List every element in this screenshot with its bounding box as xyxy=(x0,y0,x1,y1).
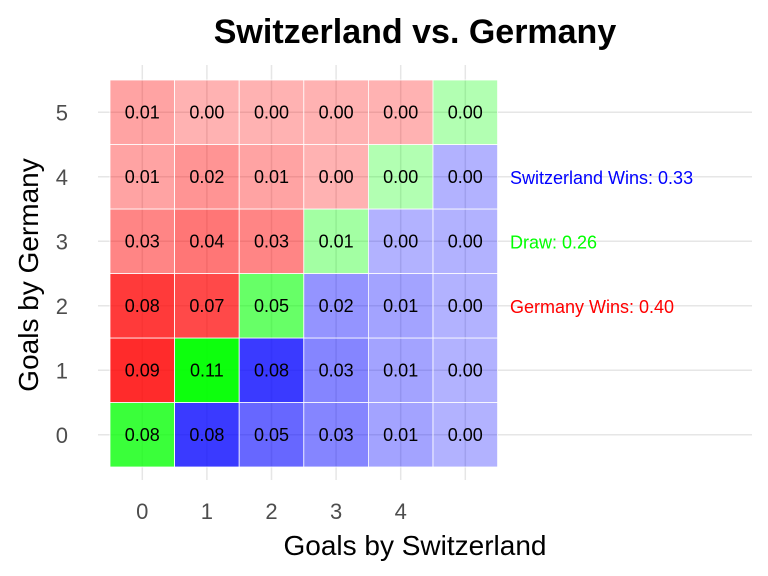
heatmap-cell xyxy=(432,402,498,468)
cell-value-label: 0.03 xyxy=(319,360,354,380)
heatmap-cell xyxy=(238,144,305,210)
cell-value-label: 0.00 xyxy=(383,102,418,122)
cell-value-label: 0.03 xyxy=(254,231,289,251)
heatmap-cells xyxy=(109,79,498,468)
cell-value-label: 0.09 xyxy=(125,360,160,380)
cell-value-label: 0.11 xyxy=(190,360,224,380)
x-tick-label: 4 xyxy=(395,499,407,524)
cell-value-label: 0.00 xyxy=(319,167,354,187)
cell-value-label: 0.08 xyxy=(125,296,160,316)
heatmap-cell xyxy=(367,208,434,274)
cell-value-label: 0.00 xyxy=(448,102,483,122)
cell-value-label: 0.03 xyxy=(319,425,354,445)
x-tick-label: 1 xyxy=(201,499,213,524)
heatmap-cell xyxy=(238,273,305,339)
heatmap-cell xyxy=(303,273,369,339)
y-tick-label: 5 xyxy=(56,100,68,125)
cell-value-label: 0.00 xyxy=(189,102,224,122)
x-tick-label: 2 xyxy=(265,499,277,524)
cell-value-label: 0.02 xyxy=(319,296,354,316)
heatmap-cell xyxy=(367,79,434,145)
heatmap-cell xyxy=(174,273,240,339)
cell-value-label: 0.00 xyxy=(448,167,483,187)
cell-value-label: 0.08 xyxy=(189,425,224,445)
chart-title: Switzerland vs. Germany xyxy=(214,13,617,51)
heatmap-cell xyxy=(432,273,498,339)
heatmap-cell xyxy=(303,208,369,274)
cell-value-label: 0.01 xyxy=(125,102,160,122)
heatmap-cell xyxy=(174,79,240,145)
cell-value-label: 0.00 xyxy=(319,102,354,122)
cell-value-label: 0.08 xyxy=(125,425,160,445)
heatmap-cell xyxy=(432,337,498,403)
y-tick-label: 3 xyxy=(56,229,68,254)
outcome-annotations: Switzerland Wins: 0.33 Draw: 0.26 Germany … xyxy=(510,168,693,317)
heatmap-cell xyxy=(367,402,434,468)
heatmap-cell xyxy=(109,337,175,403)
heatmap-cell xyxy=(238,208,305,274)
cell-value-label: 0.01 xyxy=(383,296,418,316)
cell-value-label: 0.01 xyxy=(254,167,289,187)
x-axis-title: Goals by Switzerland xyxy=(283,530,546,561)
cell-value-label: 0.00 xyxy=(448,296,483,316)
heatmap-cell xyxy=(109,273,175,339)
cell-value-label: 0.01 xyxy=(383,425,418,445)
outcome-annotation: Switzerland Wins: 0.33 xyxy=(510,168,693,188)
heatmap-cell xyxy=(109,402,175,468)
cell-value-label: 0.00 xyxy=(448,360,483,380)
heatmap-cell xyxy=(174,144,240,210)
cell-value-label: 0.03 xyxy=(125,231,160,251)
cell-value-label: 0.02 xyxy=(189,167,224,187)
cell-value-label: 0.05 xyxy=(254,296,289,316)
y-tick-label: 0 xyxy=(56,423,68,448)
cell-value-label: 0.08 xyxy=(254,360,289,380)
cell-value-label: 0.00 xyxy=(448,231,483,251)
cell-value-label: 0.04 xyxy=(189,231,224,251)
heatmap-cell xyxy=(367,144,434,210)
heatmap-cell xyxy=(367,337,434,403)
x-axis-ticks: 0 1 2 3 4 xyxy=(136,499,407,524)
heatmap-cell xyxy=(432,79,498,145)
heatmap-cell xyxy=(174,208,240,274)
y-tick-label: 1 xyxy=(56,358,68,383)
y-axis-ticks: 0 1 2 3 4 5 xyxy=(56,100,68,448)
cell-labels: 0.08 0.08 0.05 0.03 0.01 0.00 0.09 0.11 0.08 0.03… xyxy=(125,102,483,445)
cell-value-label: 0.00 xyxy=(448,425,483,445)
cell-value-label: 0.01 xyxy=(125,167,160,187)
cell-value-label: 0.00 xyxy=(383,167,418,187)
x-tick-label: 0 xyxy=(136,499,148,524)
heatmap-cell xyxy=(109,79,175,145)
x-tick-label: 3 xyxy=(330,499,342,524)
y-tick-label: 2 xyxy=(56,294,68,319)
cell-value-label: 0.07 xyxy=(189,296,224,316)
cell-value-label: 0.05 xyxy=(254,425,289,445)
outcome-annotation: Draw: 0.26 xyxy=(510,232,597,252)
heatmap-cell xyxy=(303,337,369,403)
heatmap-cell xyxy=(238,79,305,145)
cell-value-label: 0.00 xyxy=(383,231,418,251)
cell-value-label: 0.00 xyxy=(254,102,289,122)
cell-value-label: 0.01 xyxy=(383,360,418,380)
outcome-annotation: Germany Wins: 0.40 xyxy=(510,297,674,317)
cell-value-label: 0.01 xyxy=(319,231,354,251)
heatmap-cell xyxy=(367,273,434,339)
y-tick-label: 4 xyxy=(56,165,68,190)
heatmap-cell xyxy=(432,144,498,210)
heatmap-cell xyxy=(432,208,498,274)
y-axis-title: Goals by Germany xyxy=(13,158,44,391)
